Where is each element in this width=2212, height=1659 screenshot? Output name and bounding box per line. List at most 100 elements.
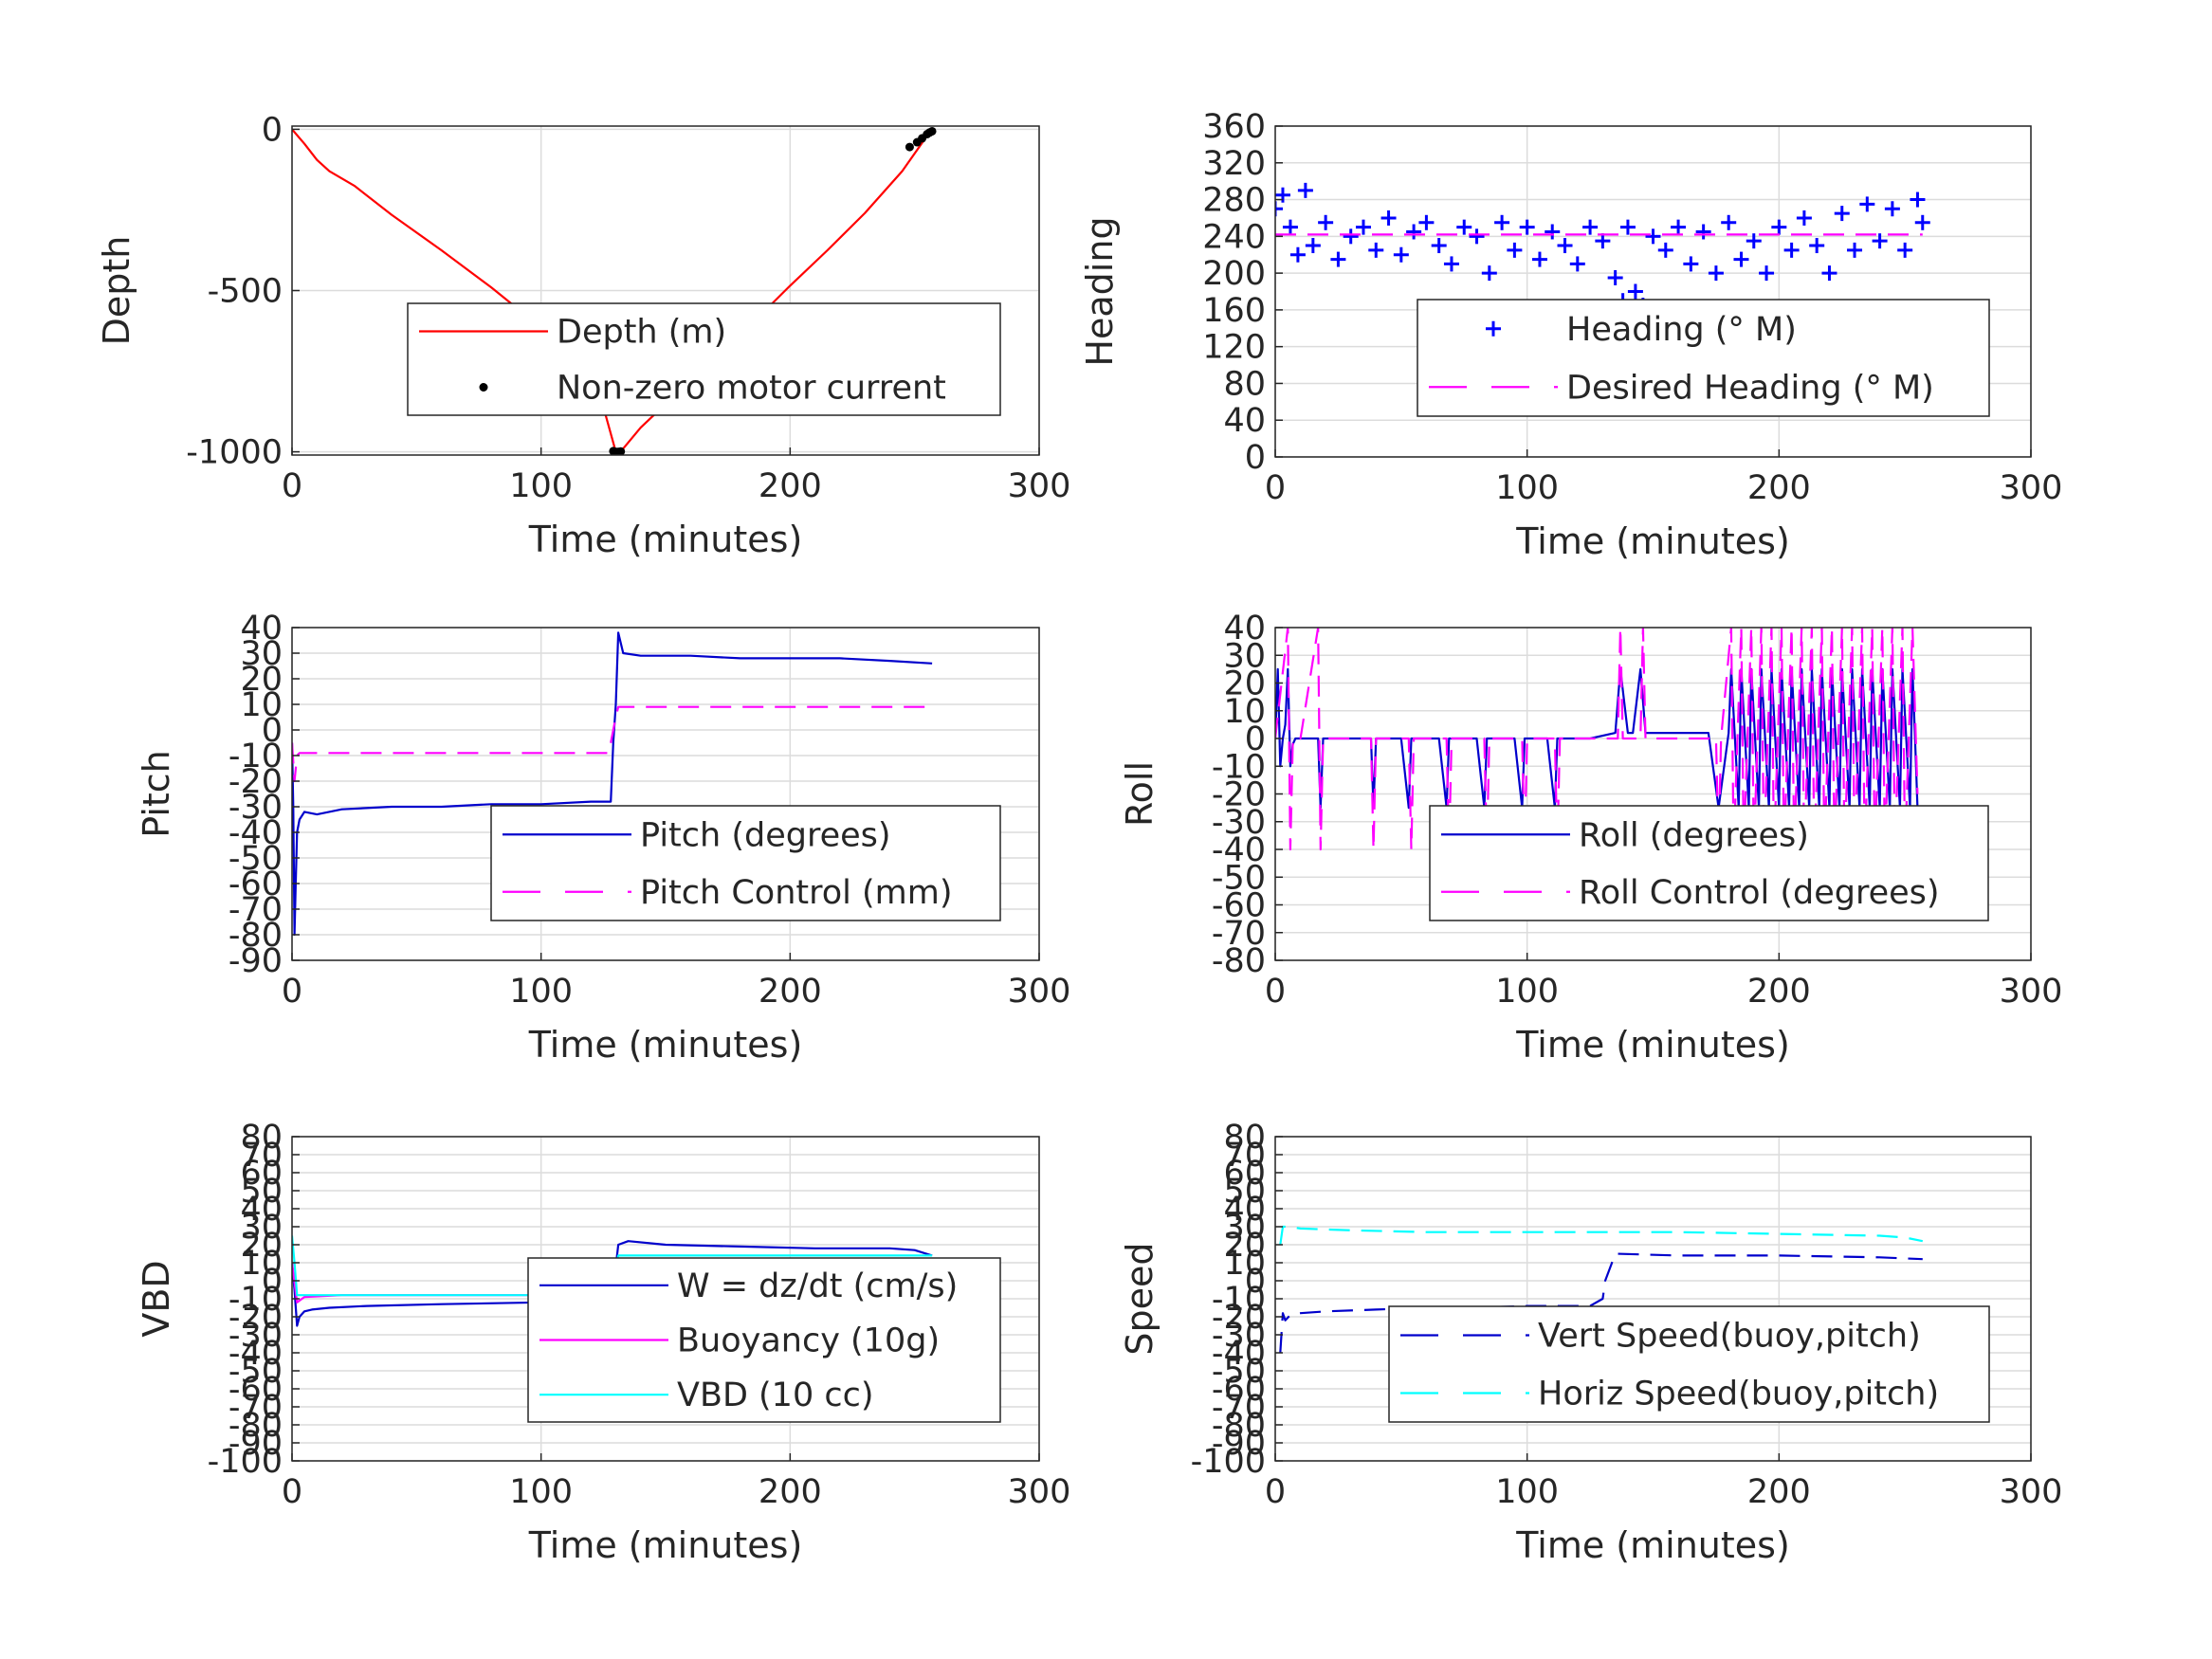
vbd-ytick-label-0: 80: [240, 1119, 283, 1157]
heading-ytick-label-4: 160: [1202, 292, 1266, 330]
heading-series-0-point-14: [1418, 214, 1435, 230]
vbd-ytick-label-17: -90: [229, 1425, 283, 1463]
heading-legend-label-0: Heading (° M): [1566, 311, 1797, 349]
heading-series-0-point-38: [1695, 224, 1711, 240]
pitch-ytick-label-9: -50: [229, 840, 283, 878]
heading-series-0-point-13: [1406, 224, 1422, 240]
depth-series-1-point-4: [905, 142, 914, 152]
pitch-ytick-label-2: 20: [240, 661, 283, 699]
speed-ytick-label-6: 20: [1223, 1227, 1266, 1265]
vbd-ytick-label-15: -70: [229, 1389, 283, 1427]
heading-xtick-label-3: 300: [2000, 469, 2063, 507]
roll-ytick-label-4: 0: [1245, 720, 1266, 758]
roll-legend: Roll (degrees) Roll Control (degrees): [1429, 805, 1989, 921]
depth-ytick-label-0: 0: [262, 111, 283, 149]
vbd-ytick-label-2: 60: [240, 1155, 283, 1193]
depth-xtick-label-0: 0: [282, 467, 302, 505]
speed-ytick-label-0: 80: [1223, 1119, 1266, 1157]
speed-legend-box: [1388, 1305, 1990, 1423]
depth-plot-area: [292, 126, 937, 455]
heading-series-0-point-48: [1809, 238, 1825, 254]
heading-series-0-point-54: [1884, 201, 1900, 217]
heading-series-group: [1275, 182, 1930, 318]
heading-series-0-point-12: [1393, 246, 1409, 263]
heading-series-0-point-25: [1557, 238, 1573, 254]
heading-series-0-point-42: [1733, 251, 1749, 267]
heading-xtick-label-1: 100: [1495, 469, 1559, 507]
heading-legend-box: [1417, 299, 1990, 417]
speed-ytick-label-4: 40: [1223, 1191, 1266, 1229]
roll-xtick-label-3: 300: [2000, 973, 2063, 1011]
speed-ytick-label-16: -80: [1212, 1407, 1266, 1445]
depth-xtick-label-3: 300: [1008, 467, 1071, 505]
pitch-ytick-label-6: -20: [229, 763, 283, 801]
pitch-legend-box: [490, 805, 1001, 921]
speed-ytick-label-2: 60: [1223, 1155, 1266, 1193]
roll-ytick-label-9: -50: [1212, 859, 1266, 897]
pitch-ytick-label-13: -90: [229, 942, 283, 980]
roll-legend-box: [1429, 805, 1989, 921]
heading-plot-area: [1275, 182, 1930, 318]
roll-ytick-label-7: -30: [1212, 804, 1266, 842]
heading-series-0-point-51: [1847, 242, 1863, 258]
speed-ytick-label-15: -70: [1212, 1389, 1266, 1427]
vbd-ytick-label-13: -50: [229, 1353, 283, 1391]
speed-xtick-label-0: 0: [1265, 1473, 1286, 1511]
heading-series-0-point-16: [1443, 256, 1459, 272]
heading-series-0-point-34: [1645, 228, 1661, 245]
speed-ytick-label-7: 10: [1223, 1245, 1266, 1283]
heading-series-0-point-27: [1582, 219, 1599, 235]
depth-xlabel: Time (minutes): [528, 519, 803, 560]
heading-series-0-point-43: [1746, 233, 1762, 249]
heading-xtick-label-0: 0: [1265, 469, 1286, 507]
heading-series-0-point-4: [1297, 182, 1313, 198]
pitch-legend: Pitch (degrees) Pitch Control (mm): [490, 805, 1001, 921]
heading-legend-label-1: Desired Heading (° M): [1566, 369, 1934, 407]
heading-ytick-label-2: 80: [1223, 365, 1266, 403]
roll-series-1-line: [1275, 628, 1919, 851]
speed-ytick-label-18: -100: [1191, 1443, 1266, 1481]
roll-xlabel: Time (minutes): [1515, 1024, 1790, 1066]
roll-ytick-label-3: 10: [1223, 693, 1266, 731]
pitch-legend-label-0: Pitch (degrees): [640, 816, 891, 854]
roll-ytick-label-1: 30: [1223, 637, 1266, 675]
pitch-axes: 0 100 200 300403020100-10-20-30-40-50-60-70…: [229, 610, 1071, 1011]
heading-series-0-point-35: [1657, 242, 1673, 258]
speed-ytick-label-8: 0: [1245, 1263, 1266, 1301]
speed-ytick-label-5: 30: [1223, 1209, 1266, 1247]
heading-series-0-point-6: [1318, 214, 1334, 230]
depth-legend-label-1: Non-zero motor current: [557, 370, 946, 408]
pitch-xtick-label-3: 300: [1008, 973, 1071, 1011]
roll-plot-area: [1275, 628, 1919, 851]
speed-xtick-label-3: 300: [2000, 1473, 2063, 1511]
depth-legend: Depth (m) Non-zero motor current: [407, 302, 1001, 416]
heading-series-0-point-9: [1355, 219, 1371, 235]
vbd-ytick-label-3: 50: [240, 1173, 283, 1211]
heading-series-0-point-20: [1494, 214, 1510, 230]
heading-series-0-point-44: [1759, 265, 1775, 282]
pitch-ytick-label-12: -80: [229, 917, 283, 955]
heading-legend: Heading (° M) Desired Heading (° M): [1417, 299, 1990, 417]
heading-series-0-point-39: [1708, 265, 1724, 282]
speed-ytick-label-1: 70: [1223, 1137, 1266, 1175]
pitch-ytick-label-8: -40: [229, 814, 283, 852]
heading-series-0-point-8: [1343, 228, 1359, 245]
speed-legend-label-1: Horiz Speed(buoy,pitch): [1538, 1376, 1939, 1413]
panel-speed: 0 100 200 30080706050403020100-10-20-30-40-…: [1119, 1119, 2062, 1566]
roll-ytick-label-11: -70: [1212, 915, 1266, 953]
pitch-series-0-line: [292, 631, 933, 937]
heading-ytick-label-9: 360: [1202, 108, 1266, 146]
pitch-ytick-label-1: 30: [240, 635, 283, 673]
pitch-xtick-label-1: 100: [509, 973, 573, 1011]
depth-xtick-label-1: 100: [509, 467, 573, 505]
pitch-ytick-label-10: -60: [229, 866, 283, 903]
heading-series-0-point-31: [1619, 219, 1636, 235]
pitch-ytick-label-3: 10: [240, 686, 283, 724]
panel-depth: 0 100 200 300 0 -500 -1000 Time (minutes) Dept…: [96, 111, 1070, 560]
heading-legend-symbol-0: [1486, 320, 1501, 337]
vbd-ytick-label-8: 0: [262, 1263, 283, 1301]
heading-xtick-label-2: 200: [1747, 469, 1811, 507]
vbd-ytick-label-1: 70: [240, 1137, 283, 1175]
